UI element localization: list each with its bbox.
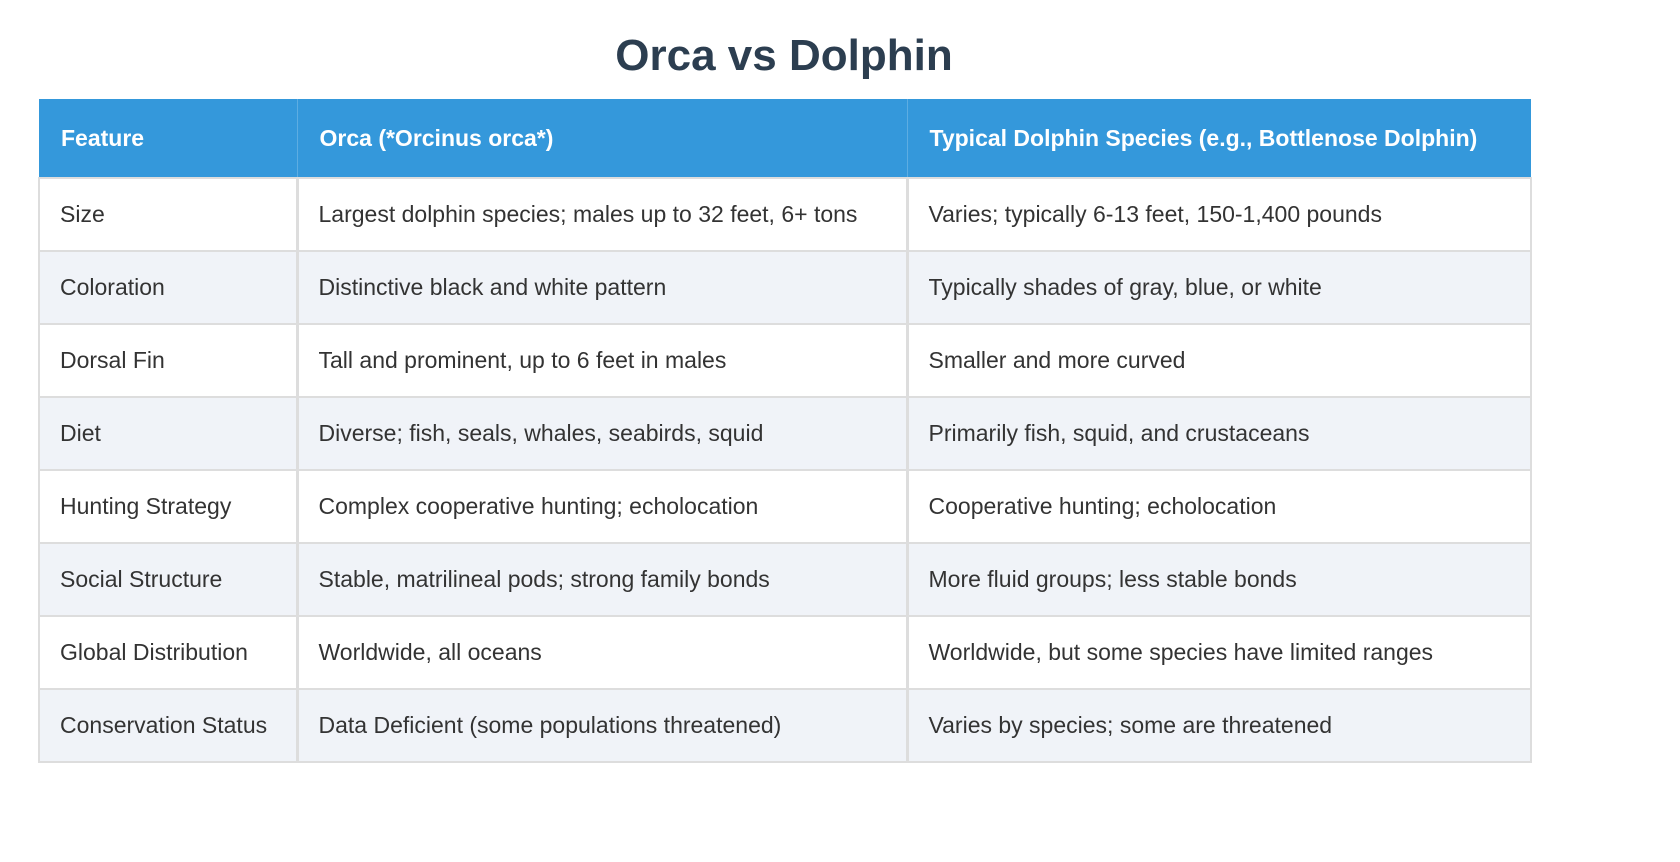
table-row: Coloration Distinctive black and white p… [38, 250, 1532, 325]
dolphin-cell: Varies by species; some are threatened [905, 688, 1532, 763]
dolphin-cell: Typically shades of gray, blue, or white [905, 250, 1532, 325]
orca-cell: Diverse; fish, seals, whales, seabirds, … [295, 396, 909, 471]
feature-cell: Global Distribution [38, 615, 299, 690]
dolphin-cell: Primarily fish, squid, and crustaceans [905, 396, 1532, 471]
table-row: Social Structure Stable, matrilineal pod… [38, 542, 1532, 617]
dolphin-cell: More fluid groups; less stable bonds [905, 542, 1532, 617]
feature-cell: Diet [38, 396, 299, 471]
comparison-table: Feature Orca (*Orcinus orca*) Typical Do… [38, 99, 1532, 763]
table-row: Global Distribution Worldwide, all ocean… [38, 615, 1532, 690]
orca-cell: Data Deficient (some populations threate… [295, 688, 909, 763]
feature-cell: Social Structure [38, 542, 299, 617]
dolphin-cell: Varies; typically 6-13 feet, 150-1,400 p… [905, 177, 1532, 252]
feature-cell: Coloration [38, 250, 299, 325]
orca-cell: Distinctive black and white pattern [295, 250, 909, 325]
table-row: Diet Diverse; fish, seals, whales, seabi… [38, 396, 1532, 471]
feature-cell: Dorsal Fin [38, 323, 299, 398]
orca-cell: Stable, matrilineal pods; strong family … [295, 542, 909, 617]
comparison-table-container: Feature Orca (*Orcinus orca*) Typical Do… [38, 99, 1532, 763]
header-orca: Orca (*Orcinus orca*) [297, 99, 908, 178]
table-row: Dorsal Fin Tall and prominent, up to 6 f… [38, 323, 1532, 398]
orca-cell: Largest dolphin species; males up to 32 … [295, 177, 909, 252]
header-dolphin: Typical Dolphin Species (e.g., Bottlenos… [907, 99, 1531, 178]
dolphin-cell: Smaller and more curved [905, 323, 1532, 398]
table-row: Hunting Strategy Complex cooperative hun… [38, 469, 1532, 544]
feature-cell: Conservation Status [38, 688, 299, 763]
orca-cell: Tall and prominent, up to 6 feet in male… [295, 323, 909, 398]
table-header: Feature Orca (*Orcinus orca*) Typical Do… [39, 99, 1531, 178]
table-row: Size Largest dolphin species; males up t… [38, 177, 1532, 252]
dolphin-cell: Cooperative hunting; echolocation [905, 469, 1532, 544]
header-feature: Feature [39, 99, 298, 178]
table-row: Conservation Status Data Deficient (some… [38, 688, 1532, 763]
orca-cell: Complex cooperative hunting; echolocatio… [295, 469, 909, 544]
page-title: Orca vs Dolphin [615, 31, 953, 80]
dolphin-cell: Worldwide, but some species have limited… [905, 615, 1532, 690]
orca-cell: Worldwide, all oceans [295, 615, 909, 690]
feature-cell: Hunting Strategy [38, 469, 299, 544]
header-row: Feature Orca (*Orcinus orca*) Typical Do… [39, 99, 1531, 178]
table-body: Size Largest dolphin species; males up t… [38, 177, 1532, 763]
feature-cell: Size [38, 177, 299, 252]
